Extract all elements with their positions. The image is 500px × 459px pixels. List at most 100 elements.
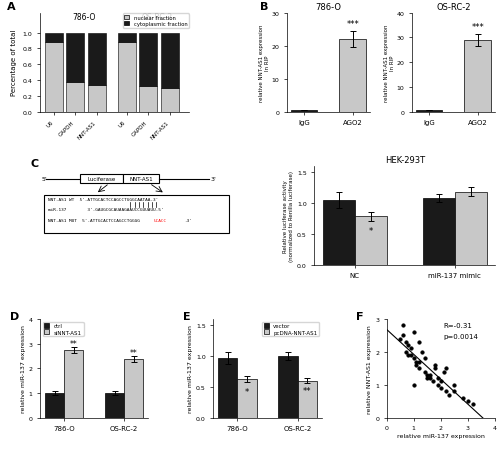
Point (458, 394, 466, 402)
Point (404, 342, 412, 349)
Text: C: C (30, 159, 38, 168)
Legend: ctrl, siNNT-AS1: ctrl, siNNT-AS1 (43, 322, 84, 336)
Text: 786-O: 786-O (72, 13, 96, 22)
Point (410, 381, 418, 388)
Bar (64, 350, 84, 418)
Title: OS-RC-2: OS-RC-2 (436, 3, 470, 11)
Point (442, 365, 450, 372)
Bar (124, 359, 144, 418)
Point (424, 371, 432, 379)
Point (464, 397, 472, 405)
Bar (455, 192, 487, 265)
Bar (124, 175, 159, 184)
Point (407, 345, 415, 353)
Text: **: ** (303, 386, 312, 395)
Bar (45, 34, 63, 43)
Text: *: * (245, 387, 249, 396)
Bar (88, 34, 106, 85)
Y-axis label: relative NNT-AS1 expression
In RIP: relative NNT-AS1 expression In RIP (384, 24, 395, 102)
Bar (218, 358, 238, 418)
Text: ***: *** (472, 23, 484, 32)
Text: E: E (183, 311, 190, 321)
Text: F: F (356, 311, 364, 321)
Text: ***: *** (346, 20, 360, 29)
Bar (44, 196, 228, 234)
Point (432, 362, 440, 369)
Bar (45, 43, 63, 112)
Point (440, 368, 448, 375)
Point (415, 358, 423, 365)
Point (412, 358, 420, 365)
Point (399, 332, 407, 339)
Text: Luciferase: Luciferase (88, 177, 116, 182)
Bar (105, 393, 124, 418)
Bar (160, 34, 178, 89)
Text: -3': -3' (184, 218, 192, 222)
Text: A: A (8, 2, 16, 12)
Bar (66, 83, 84, 112)
Text: **: ** (70, 339, 78, 348)
Bar (140, 87, 158, 112)
Bar (416, 111, 442, 112)
Bar (160, 89, 178, 112)
Point (426, 371, 434, 379)
Bar (464, 41, 491, 112)
Point (407, 352, 415, 359)
Bar (290, 111, 318, 112)
Point (415, 338, 423, 346)
Point (450, 388, 458, 395)
Text: p=0.0014: p=0.0014 (443, 333, 478, 339)
Point (424, 375, 432, 382)
Bar (140, 34, 158, 87)
Bar (278, 356, 297, 418)
Bar (88, 85, 106, 112)
Point (412, 362, 420, 369)
Point (437, 378, 445, 385)
Point (420, 355, 428, 362)
Y-axis label: Relative luciferase activity
(normalized to Renilla luciferase): Relative luciferase activity (normalized… (284, 170, 294, 261)
Text: B: B (260, 2, 268, 12)
Point (426, 375, 434, 382)
Point (396, 335, 404, 342)
Legend: nuclear fraction, cytoplasmic fraction: nuclear fraction, cytoplasmic fraction (122, 14, 189, 28)
Bar (118, 43, 136, 112)
Text: miR-137        3'-GAUGCGCAUAAGAAUCCGUUAUU-5': miR-137 3'-GAUGCGCAUAAGAAUCCGUUAUU-5' (48, 208, 164, 212)
Legend: vector, pcDNA-NNT-AS1: vector, pcDNA-NNT-AS1 (262, 322, 319, 336)
Text: NNT-AS1: NNT-AS1 (130, 177, 153, 182)
Bar (118, 34, 136, 43)
Text: OS-RC-2: OS-RC-2 (142, 13, 173, 22)
Text: D: D (10, 311, 19, 321)
Text: UCACC: UCACC (154, 218, 166, 222)
Y-axis label: relative miR-137 expression: relative miR-137 expression (20, 325, 25, 412)
Point (470, 401, 478, 408)
Text: 5': 5' (42, 177, 48, 182)
Point (450, 381, 458, 388)
Bar (354, 217, 386, 265)
Point (402, 348, 409, 356)
Point (437, 385, 445, 392)
Bar (238, 380, 256, 418)
Text: NNT-AS1 MUT  5'-ATTGCACTCCAGCCTGGGG: NNT-AS1 MUT 5'-ATTGCACTCCAGCCTGGGG (48, 218, 140, 222)
Point (399, 322, 407, 330)
Point (404, 352, 412, 359)
X-axis label: relative miR-137 expression: relative miR-137 expression (397, 433, 485, 438)
Title: HEK-293T: HEK-293T (384, 155, 425, 164)
Bar (80, 175, 124, 184)
Point (428, 378, 436, 385)
Y-axis label: relative NNT-AS1 expression: relative NNT-AS1 expression (367, 324, 372, 413)
Point (442, 388, 450, 395)
Point (418, 348, 426, 356)
Y-axis label: relative miR-137 expression: relative miR-137 expression (188, 325, 193, 412)
Point (445, 391, 453, 398)
Point (410, 355, 418, 362)
Point (434, 381, 442, 388)
Point (410, 329, 418, 336)
Bar (66, 34, 84, 83)
Bar (340, 40, 366, 112)
Point (432, 365, 440, 372)
Point (402, 338, 409, 346)
Point (434, 375, 442, 382)
Bar (322, 200, 354, 265)
Bar (45, 393, 64, 418)
Text: R=-0.31: R=-0.31 (443, 322, 472, 328)
